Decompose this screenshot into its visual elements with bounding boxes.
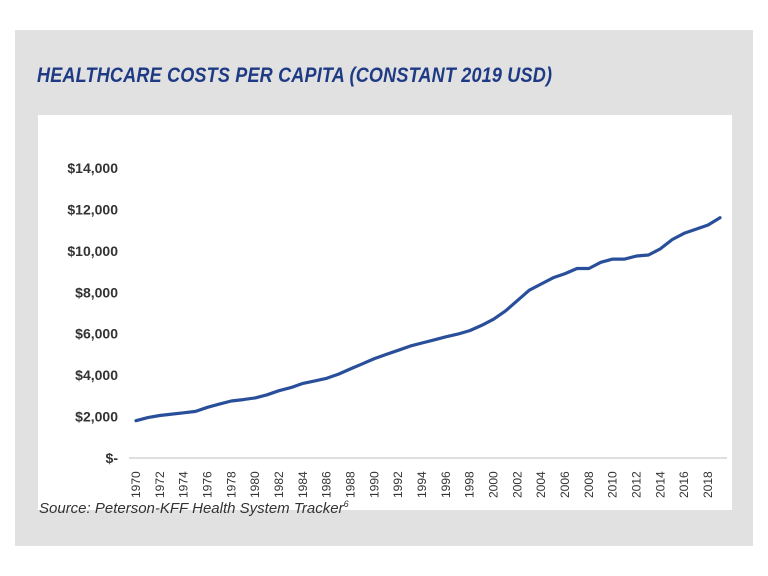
x-tick-label: 2016 (677, 471, 691, 498)
y-tick-label: $4,000 (75, 367, 118, 383)
x-tick-label: 1988 (344, 471, 358, 498)
line-chart: $- $2,000 $4,000 $6,000 $8,000 $10,000 $12,000… (67, 160, 727, 498)
source-note: Source: Peterson-KFF Health System Track… (39, 499, 349, 517)
x-tick-label: 1996 (439, 471, 453, 498)
x-tick-label: 1976 (201, 471, 215, 498)
x-tick-label: 2008 (582, 471, 596, 498)
plot-area: $- $2,000 $4,000 $6,000 $8,000 $10,000 $12,000… (38, 115, 732, 510)
x-tick-label: 1982 (272, 471, 286, 498)
x-tick-label: 2000 (487, 471, 501, 498)
x-tick-label: 1972 (153, 471, 167, 498)
x-tick-label: 1978 (224, 471, 238, 498)
y-tick-label: $10,000 (67, 243, 118, 259)
x-tick-label: 1970 (129, 471, 143, 498)
x-tick-label: 2018 (701, 471, 715, 498)
x-tick-label: 1998 (463, 471, 477, 498)
footnote-marker: 6 (343, 499, 349, 509)
x-tick-label: 2004 (534, 471, 548, 498)
x-tick-label: 1994 (415, 471, 429, 498)
x-tick-label: 1990 (367, 471, 381, 498)
source-text: Source: Peterson-KFF Health System Track… (39, 500, 344, 517)
series-line (134, 216, 722, 423)
x-tick-label: 1974 (177, 471, 191, 498)
y-tick-label: $8,000 (75, 284, 118, 300)
x-tick-label: 1992 (391, 471, 405, 498)
x-tick-label: 1980 (248, 471, 262, 498)
x-tick-label: 2014 (653, 471, 667, 498)
y-tick-label: $2,000 (75, 409, 118, 425)
x-tick-label: 2010 (606, 471, 620, 498)
chart-panel: HEALTHCARE COSTS PER CAPITA (CONSTANT 20… (15, 30, 753, 546)
chart-title: HEALTHCARE COSTS PER CAPITA (CONSTANT 20… (37, 64, 553, 87)
y-tick-label: $12,000 (67, 201, 118, 217)
x-tick-label: 2006 (558, 471, 572, 498)
x-tick-label: 2002 (510, 471, 524, 498)
y-tick-label: $6,000 (75, 326, 118, 342)
y-tick-label: $14,000 (67, 160, 118, 176)
x-tick-label: 1986 (320, 471, 334, 498)
x-tick-label: 2012 (630, 471, 644, 498)
y-tick-label: $- (106, 450, 119, 466)
x-tick-label: 1984 (296, 471, 310, 498)
